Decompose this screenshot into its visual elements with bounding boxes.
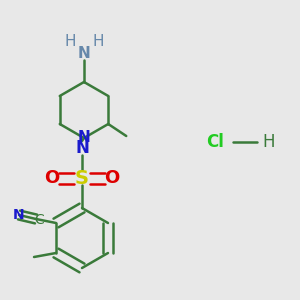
Text: H: H: [263, 133, 275, 151]
Text: Cl: Cl: [206, 133, 224, 151]
Text: C: C: [34, 213, 44, 227]
Text: O: O: [104, 169, 120, 187]
Text: S: S: [75, 169, 89, 188]
Text: N: N: [13, 208, 25, 222]
Text: N: N: [75, 139, 89, 157]
Text: N: N: [78, 130, 90, 146]
Text: O: O: [44, 169, 60, 187]
Text: H: H: [92, 34, 104, 50]
Text: N: N: [78, 46, 90, 62]
Text: H: H: [64, 34, 76, 50]
